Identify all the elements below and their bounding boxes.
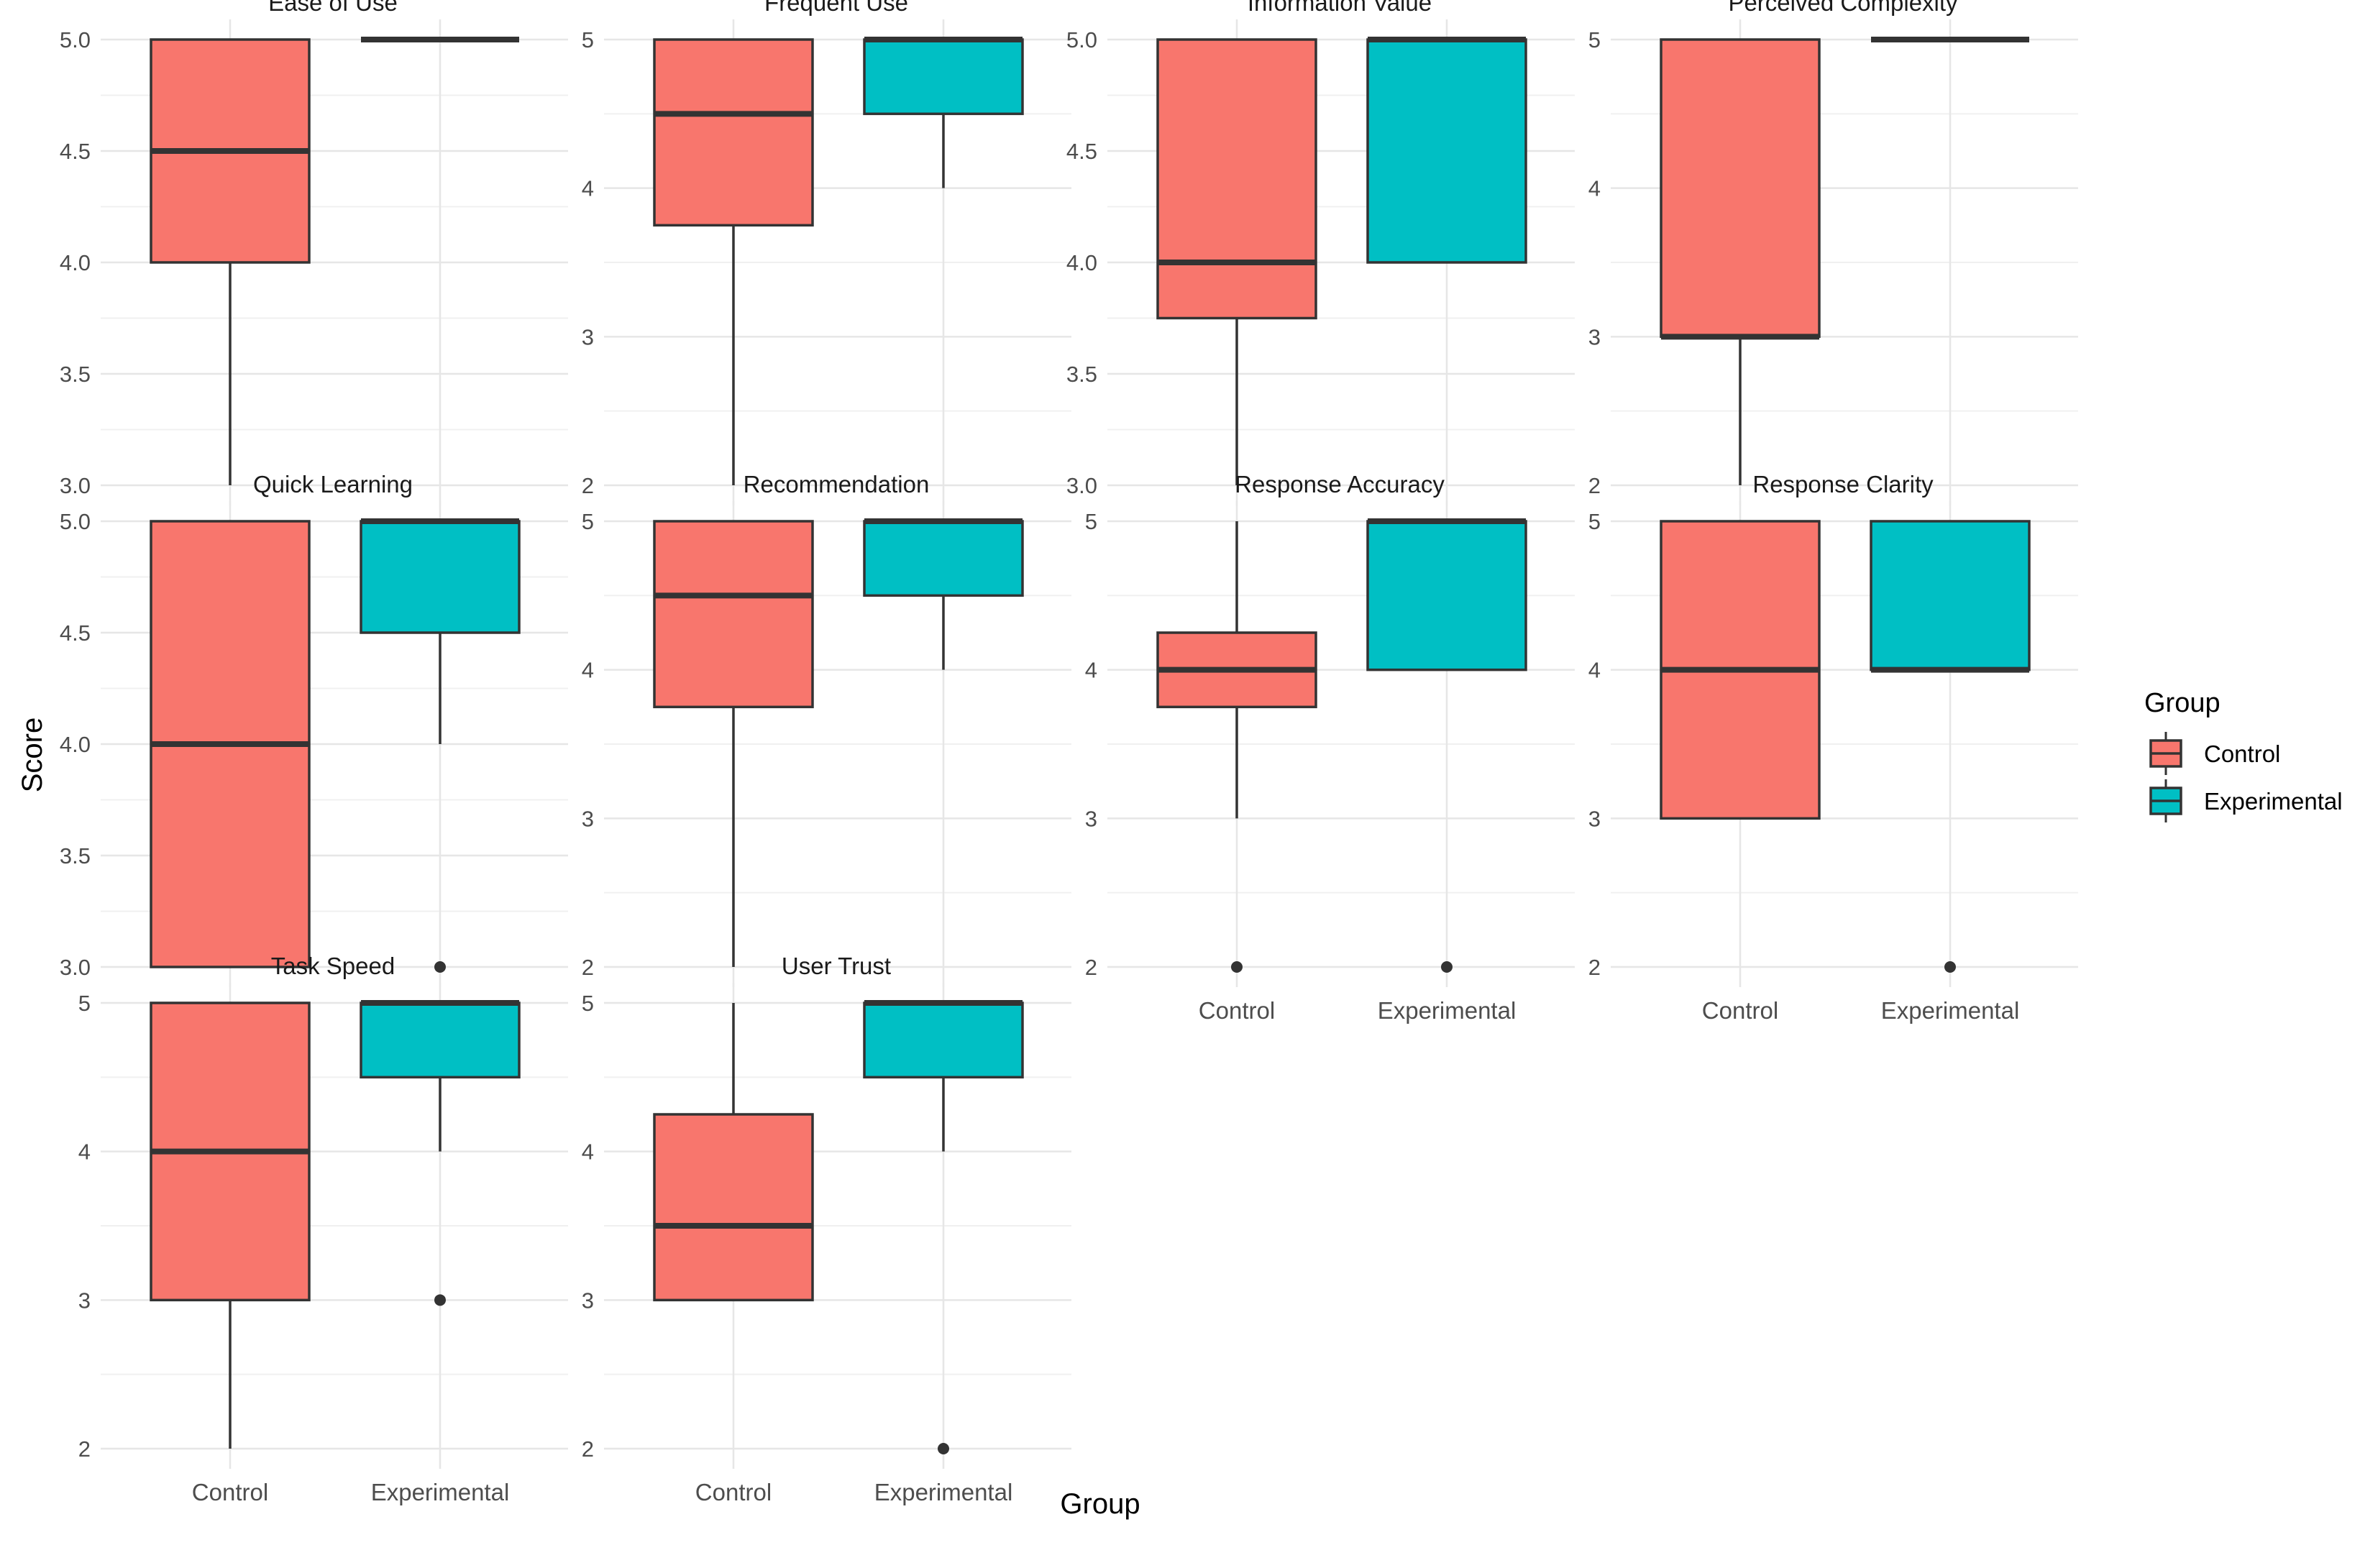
panel-title: Perceived Complexity [1728, 0, 1958, 16]
y-tick-label: 3.5 [1066, 362, 1097, 387]
box-experimental [360, 1001, 521, 1079]
legend: Group Control Experimental [2144, 688, 2343, 822]
y-tick-label: 4.0 [60, 732, 91, 757]
box-control [653, 520, 814, 709]
y-tick-label: 4 [1588, 658, 1601, 683]
panel-information-value: 3.0 3.5 4.0 4.5 5.0 Information Value [1066, 0, 1575, 505]
y-tick-label: 2 [1588, 955, 1601, 980]
x-tick-label: Control [695, 1479, 772, 1505]
y-tick-label: 4.5 [1066, 139, 1097, 164]
panel-title: Information Value [1248, 0, 1432, 16]
y-tick-label: 3 [78, 1288, 91, 1313]
panel-title: Response Accuracy [1235, 471, 1445, 498]
box-experimental [1366, 38, 1527, 264]
x-tick-label: Control [192, 1479, 268, 1505]
y-tick-label: 3 [1588, 324, 1601, 349]
y-tick-label: 4 [78, 1140, 91, 1165]
outlier-point-experimental [434, 961, 446, 973]
box-experimental [863, 1001, 1024, 1079]
box-experimental [360, 520, 521, 634]
y-tick-label: 4.0 [1066, 250, 1097, 275]
y-tick-label: 5.0 [60, 27, 91, 52]
box-experimental [863, 520, 1024, 597]
y-tick-label: 4 [582, 658, 594, 683]
x-tick-label: Experimental [1881, 997, 2020, 1024]
panel-response-accuracy: 2 3 4 5 Response Accuracy Control Experimental [1085, 471, 1575, 1024]
outlier-point-experimental [1944, 961, 1956, 973]
panel-frequent-use: 2 3 4 5 Frequent Use [582, 0, 1071, 505]
panel-recommendation: 2 3 4 5 Recommendation [582, 471, 1071, 987]
y-tick-label: 4 [582, 1140, 594, 1165]
box-experimental [1870, 520, 2031, 671]
y-tick-label: 4.0 [60, 250, 91, 275]
x-tick-label: Experimental [371, 1479, 510, 1505]
y-tick-label: 3.5 [60, 362, 91, 387]
y-tick-label: 5 [1588, 27, 1601, 52]
y-axis-title: Score [17, 717, 48, 793]
y-tick-label: 3.0 [1066, 473, 1097, 498]
outlier-point-experimental [1441, 961, 1453, 973]
y-tick-label: 3.0 [60, 473, 91, 498]
y-tick-label: 3 [582, 324, 594, 349]
y-tick-label: 5.0 [1066, 27, 1097, 52]
box-control [653, 38, 814, 227]
y-tick-label: 5 [1085, 509, 1097, 534]
y-tick-label: 2 [78, 1436, 91, 1462]
panel-user-trust: 2 3 4 5 User Trust Control Experimental [582, 953, 1071, 1505]
y-tick-label: 4.5 [60, 620, 91, 646]
y-tick-label: 3.0 [60, 955, 91, 980]
box-control [653, 1113, 814, 1302]
y-tick-label: 5 [582, 27, 594, 52]
y-tick-label: 4.5 [60, 139, 91, 164]
legend-label-control: Control [2204, 741, 2280, 767]
panel-task-speed: 2 3 4 5 Task Speed Control Experimental [78, 953, 568, 1505]
y-tick-label: 4 [1085, 658, 1097, 683]
panel-title: Ease of Use [268, 0, 398, 16]
panel-title: Recommendation [744, 471, 930, 498]
y-tick-label: 4 [1588, 176, 1601, 201]
x-axis-title: Group [1060, 1488, 1140, 1520]
panel-response-clarity: 2 3 4 5 Response Clarity Control Experimental [1588, 471, 2078, 1024]
y-tick-label: 5 [1588, 509, 1601, 534]
outlier-point-control [1231, 961, 1243, 973]
panel-title: Task Speed [271, 953, 395, 979]
y-tick-label: 2 [1085, 955, 1097, 980]
box-control [1156, 38, 1317, 320]
x-tick-label: Control [1702, 997, 1778, 1024]
panel-ease-of-use: 3.0 3.5 4.0 4.5 5.0 Ease of Use [60, 0, 568, 505]
y-tick-label: 2 [582, 955, 594, 980]
y-tick-label: 2 [582, 473, 594, 498]
outlier-point-experimental [434, 1294, 446, 1306]
y-tick-label: 3 [582, 1288, 594, 1313]
box-experimental [863, 38, 1024, 116]
x-tick-label: Experimental [874, 1479, 1013, 1505]
legend-title: Group [2144, 688, 2220, 718]
y-tick-label: 4 [582, 176, 594, 201]
y-tick-label: 3 [1588, 806, 1601, 831]
panel-title: User Trust [782, 953, 891, 979]
y-tick-label: 3.5 [60, 843, 91, 868]
y-tick-label: 5 [582, 991, 594, 1016]
panel-title: Frequent Use [764, 0, 908, 16]
y-tick-label: 3 [1085, 806, 1097, 831]
box-experimental [1366, 520, 1527, 671]
y-tick-label: 2 [582, 1436, 594, 1462]
y-tick-label: 5.0 [60, 509, 91, 534]
x-tick-label: Experimental [1378, 997, 1517, 1024]
box-control [1660, 38, 1821, 339]
y-tick-label: 3 [582, 806, 594, 831]
y-tick-label: 5 [78, 991, 91, 1016]
legend-label-experimental: Experimental [2204, 788, 2343, 815]
y-tick-label: 5 [582, 509, 594, 534]
panel-perceived-complexity: 2 3 4 5 Perceived Complexity [1588, 0, 2078, 505]
x-tick-label: Control [1199, 997, 1275, 1024]
panel-title: Response Clarity [1752, 471, 1934, 498]
y-tick-label: 2 [1588, 473, 1601, 498]
outlier-point-experimental [938, 1443, 949, 1454]
panel-title: Quick Learning [253, 471, 413, 498]
panel-quick-learning: 3.0 3.5 4.0 4.5 5.0 Quick Learning [60, 471, 568, 987]
